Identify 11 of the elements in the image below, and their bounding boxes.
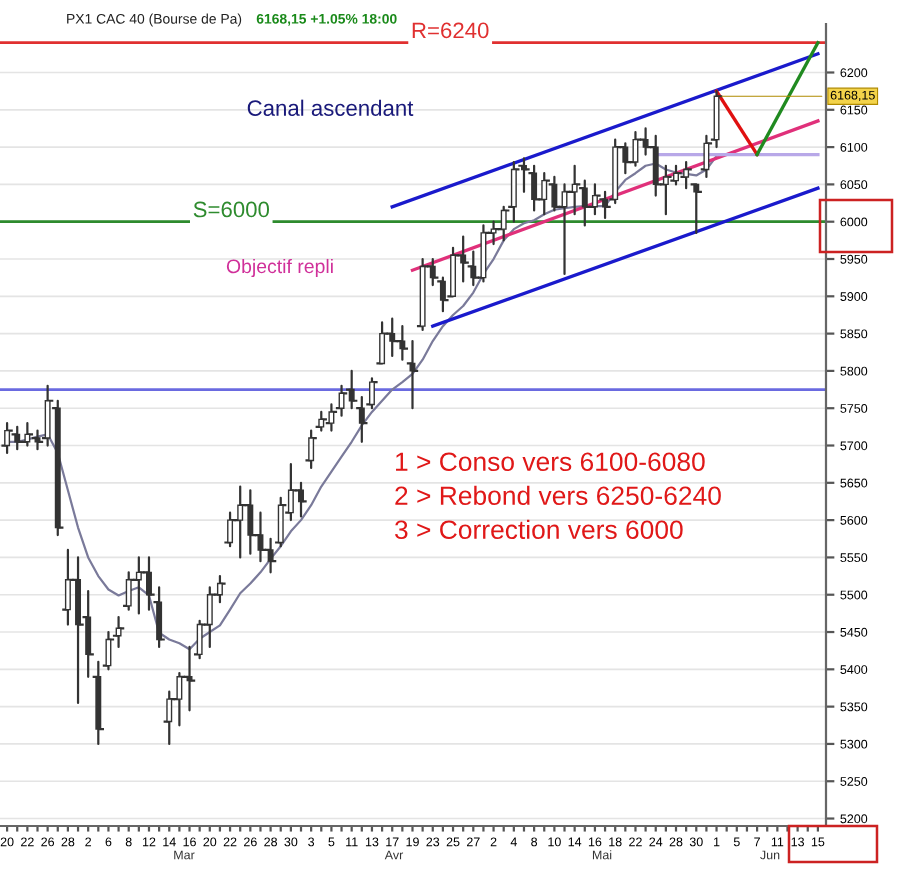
candlestick [305,429,317,470]
annotation: 2 > Rebond vers 6250-6240 [395,485,721,506]
candlestick [690,183,702,234]
ref-line-label: R=6240 [412,22,489,39]
candlestick [52,399,64,537]
annotation: 1 > Conso vers 6100-6080 [396,452,705,472]
candlestick [92,660,104,746]
annotation: 3 > Correction vers 6000 [395,519,683,540]
annotation: Canal ascendant [247,99,414,116]
ref-line-label: S=6000 [193,201,270,218]
annotation: Objectif repli [226,258,333,278]
